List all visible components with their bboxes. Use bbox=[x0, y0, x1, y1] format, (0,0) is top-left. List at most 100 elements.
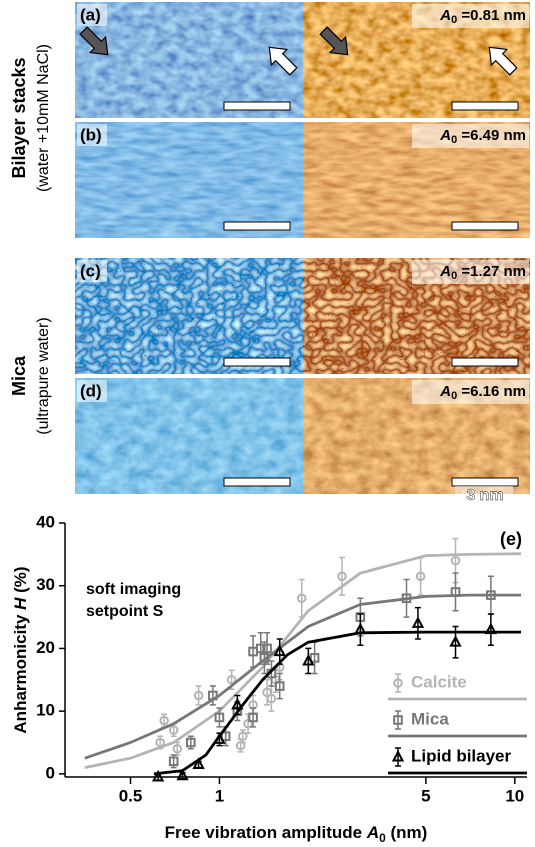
label-box bbox=[77, 260, 107, 282]
amplitude-label: A0 =6.49 nm bbox=[439, 127, 526, 146]
panel-label: (b) bbox=[80, 125, 102, 144]
error-bar bbox=[276, 672, 283, 700]
subscript: 0 bbox=[451, 14, 457, 26]
marker bbox=[231, 697, 244, 710]
amplitude-label: A0 =1.27 nm bbox=[439, 263, 526, 282]
marker bbox=[450, 555, 461, 566]
marker bbox=[411, 616, 425, 628]
error-bar bbox=[298, 578, 305, 618]
side-title: Bilayer stacks bbox=[9, 57, 29, 178]
label-box bbox=[77, 380, 107, 402]
marker bbox=[172, 743, 183, 754]
marker bbox=[486, 590, 496, 600]
marker bbox=[176, 768, 189, 781]
marker bbox=[273, 644, 286, 657]
marker bbox=[193, 690, 204, 701]
error-bar bbox=[452, 625, 459, 659]
fit-curve bbox=[84, 552, 522, 769]
x-axis-title: Free vibration amplitude A0 (nm) bbox=[165, 823, 428, 845]
label-box bbox=[412, 260, 529, 284]
panel-label: (c) bbox=[80, 261, 101, 280]
legend-label: Calcite bbox=[411, 672, 467, 691]
value: =6.16 nm bbox=[457, 383, 526, 400]
legend-errbar bbox=[395, 710, 401, 730]
error-bar bbox=[417, 556, 424, 596]
symbol: A bbox=[439, 7, 451, 24]
y-tick-label: 30 bbox=[36, 575, 55, 594]
error-bar bbox=[216, 707, 223, 728]
marker bbox=[309, 653, 320, 663]
symbol: A bbox=[439, 263, 451, 280]
error-bar bbox=[268, 660, 275, 687]
marker bbox=[151, 769, 165, 782]
panel-label: (d) bbox=[80, 381, 102, 400]
marker bbox=[449, 635, 462, 647]
scale-bar bbox=[223, 357, 291, 367]
y-axis-title-part: H bbox=[11, 597, 30, 610]
symbol: A bbox=[439, 383, 451, 400]
arrow bbox=[319, 26, 349, 56]
annotation: soft imaging bbox=[86, 581, 181, 598]
error-bar bbox=[338, 556, 345, 596]
error-bar bbox=[276, 638, 283, 665]
marker bbox=[296, 593, 307, 604]
marker bbox=[214, 712, 225, 723]
y-axis-title-part: Anharmonicity bbox=[11, 610, 30, 734]
marker bbox=[259, 653, 270, 663]
fit-curve bbox=[84, 593, 521, 760]
marker bbox=[415, 571, 426, 582]
arrow-shape bbox=[268, 46, 298, 76]
side-title: Mica bbox=[9, 355, 29, 396]
scale-bar bbox=[451, 101, 519, 111]
x-tick-label: 1 bbox=[215, 786, 224, 805]
y-tick-label: 20 bbox=[36, 638, 55, 657]
scale-label: 3 nm bbox=[466, 487, 503, 504]
marker bbox=[401, 593, 412, 604]
marker bbox=[266, 693, 277, 704]
afm-image-blue bbox=[75, 378, 303, 494]
arrow bbox=[268, 46, 298, 76]
x-axis-title-part: A bbox=[366, 823, 379, 842]
marker bbox=[208, 690, 218, 701]
marker bbox=[274, 681, 285, 691]
afm-image-blue bbox=[75, 2, 303, 118]
marker bbox=[226, 674, 237, 685]
amplitude-label: A0 =0.81 nm bbox=[439, 7, 526, 26]
legend-label: Lipid bilayer bbox=[411, 746, 512, 765]
marker bbox=[450, 587, 461, 597]
value: =1.27 nm bbox=[457, 263, 526, 280]
error-bar bbox=[452, 572, 459, 612]
marker bbox=[248, 712, 258, 723]
value: =0.81 nm bbox=[457, 7, 526, 24]
afm-image-blue bbox=[75, 122, 303, 238]
label-box bbox=[412, 4, 529, 28]
scale-bar bbox=[451, 221, 519, 231]
error-bar bbox=[209, 685, 216, 706]
y-axis-title-part: (%) bbox=[11, 566, 30, 597]
subscript: 0 bbox=[451, 270, 457, 282]
x-tick-label: 0.5 bbox=[119, 786, 143, 805]
x-tick-label: 10 bbox=[505, 786, 524, 805]
panel-label: (e) bbox=[500, 529, 522, 549]
y-axis-title: Anharmonicity H (%) bbox=[11, 566, 30, 733]
marker bbox=[168, 756, 179, 767]
arrow bbox=[79, 26, 109, 56]
legend-errbar bbox=[395, 673, 401, 693]
error-bar bbox=[487, 613, 494, 647]
side-subtitle: (ultrapure water) bbox=[35, 317, 52, 434]
error-bar bbox=[305, 647, 312, 675]
marker bbox=[484, 622, 498, 635]
scale-bar bbox=[223, 221, 291, 231]
x-tick-label: 5 bbox=[421, 786, 430, 805]
label-box bbox=[77, 124, 107, 146]
error-bar bbox=[311, 641, 318, 675]
legend-errbar bbox=[395, 747, 401, 767]
marker bbox=[220, 731, 231, 742]
label-box bbox=[412, 124, 529, 148]
marker bbox=[238, 731, 248, 742]
x-axis-title-part: Free vibration amplitude bbox=[165, 823, 367, 842]
marker bbox=[192, 757, 205, 769]
legend-label: Mica bbox=[411, 709, 449, 728]
afm-image-blue bbox=[75, 258, 303, 374]
